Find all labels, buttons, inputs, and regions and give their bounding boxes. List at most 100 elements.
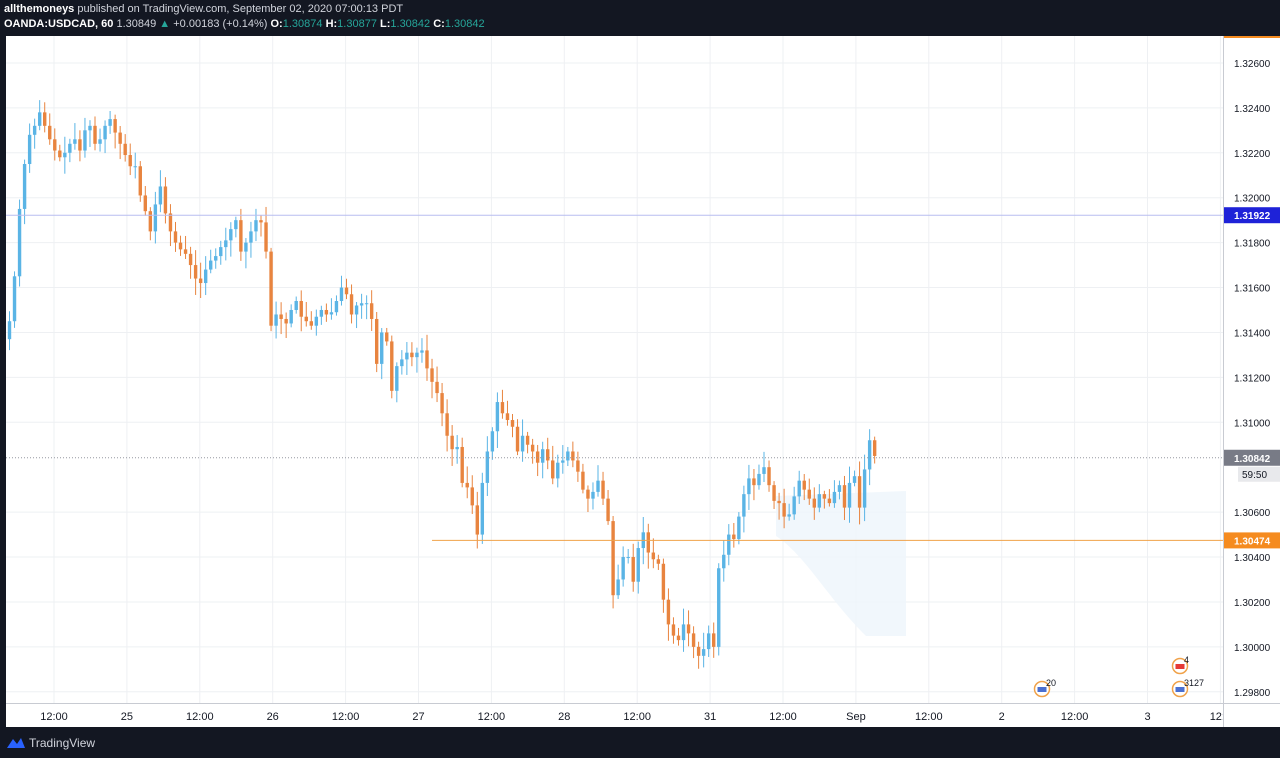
candle-body: [48, 125, 52, 140]
candle-body: [616, 579, 620, 596]
candle-body: [7, 321, 12, 340]
time-tick-label: 12:00: [186, 711, 214, 723]
candle-body: [847, 482, 852, 508]
candle-body: [510, 420, 515, 427]
candle-body: [88, 125, 92, 131]
price-tick-label: 1.32600: [1234, 59, 1271, 70]
price-tick-label: 1.31000: [1234, 418, 1271, 429]
candle-body: [53, 139, 57, 151]
countdown-badge: [1238, 466, 1280, 482]
candle-body: [691, 633, 696, 647]
price-tick-label: 1.31600: [1234, 284, 1271, 295]
candle-body: [636, 548, 640, 582]
candle-body: [817, 494, 822, 508]
candle-body: [727, 534, 731, 555]
candle-body: [777, 500, 781, 504]
time-axis-svg: 12:00 25 12:00 26 12:00 27 12:00 28 12:00 31 12:00…: [40, 711, 1231, 723]
candle-body: [576, 460, 580, 472]
candle-body: [32, 125, 37, 135]
candle-body: [857, 476, 862, 508]
candle-body: [495, 402, 500, 432]
price-tick-label: 1.32200: [1234, 149, 1271, 160]
candle-body: [264, 222, 268, 252]
candle-body: [224, 240, 228, 248]
candle-body: [470, 487, 474, 506]
time-tick-label: 12:00: [478, 711, 506, 723]
time-tick-label: 12:00: [915, 711, 943, 723]
candle-body: [369, 303, 374, 319]
candle-body: [737, 516, 741, 540]
event-count-label: 3127: [1184, 678, 1204, 688]
close-value: 1.30842: [444, 18, 485, 30]
candle-body: [862, 469, 867, 508]
candle-body: [27, 134, 32, 165]
candle-body: [138, 166, 142, 196]
candle-body: [234, 220, 238, 230]
candle-body: [22, 164, 27, 209]
price-axis-svg: 1.32600 1.32400 1.32200 1.32000 1.31800 1.316…: [1224, 36, 1280, 699]
publish-header: allthemoneys published on TradingView.co…: [0, 0, 1280, 36]
candle-body: [58, 150, 62, 158]
candle-body: [872, 440, 877, 456]
price-tick-label: 1.30200: [1234, 598, 1271, 609]
us-flag-stripe: [1037, 687, 1047, 692]
candle-body: [344, 287, 349, 295]
price-tick-label: 1.30600: [1234, 508, 1271, 519]
countdown-label: 59:50: [1242, 470, 1267, 481]
candle-body: [430, 368, 434, 382]
candle-body: [380, 332, 384, 364]
chart-pane[interactable]: 20 4 3127: [6, 36, 1223, 703]
candle-body: [792, 496, 796, 515]
candle-body: [168, 213, 173, 232]
price-tick-label: 1.29800: [1234, 688, 1271, 699]
tradingview-brand[interactable]: TradingView: [29, 736, 96, 750]
time-tick-label: Sep: [846, 711, 866, 723]
author-name[interactable]: allthemoneys: [4, 3, 75, 15]
time-tick-label: 12:00: [40, 711, 68, 723]
candle-body: [676, 635, 681, 641]
tradingview-logo-icon[interactable]: [6, 736, 26, 752]
candle-body: [551, 460, 555, 479]
candle-body: [128, 155, 132, 167]
candle-body: [460, 446, 464, 483]
candle-body: [254, 220, 258, 232]
time-tick-label: 12:00: [769, 711, 797, 723]
candle-body: [274, 314, 278, 326]
price-tick-label: 1.31200: [1234, 373, 1271, 384]
candle-body: [123, 143, 127, 156]
candle-body: [490, 431, 495, 452]
candle-body: [722, 554, 726, 569]
candle-body: [83, 130, 87, 151]
time-tick-label: 27: [412, 711, 424, 723]
time-tick-label: 12:00: [332, 711, 360, 723]
last-price-badge: [1224, 449, 1280, 466]
candle-body: [183, 249, 188, 254]
candle-body: [118, 132, 122, 144]
candle-body: [163, 186, 168, 214]
candle-body: [712, 633, 716, 647]
candle-body: [626, 557, 630, 559]
time-tick-label: 31: [704, 711, 716, 723]
candle-body: [244, 242, 248, 252]
candle-body: [435, 381, 439, 394]
candle-body: [440, 393, 444, 414]
candle-body: [606, 498, 610, 522]
candle-body: [656, 559, 661, 564]
candle-body: [178, 242, 183, 250]
candle-body: [717, 568, 721, 647]
low-label: L:: [380, 18, 391, 30]
candle-body: [530, 444, 535, 452]
publish-line: allthemoneys published on TradingView.co…: [4, 3, 403, 15]
candle-body: [133, 166, 137, 168]
candle-body: [556, 462, 560, 479]
low-value: 1.30842: [390, 18, 431, 30]
candle-body: [334, 301, 339, 313]
candle-body: [289, 309, 293, 324]
candlestick-chart[interactable]: 20 4 3127: [6, 36, 1223, 703]
candle-body: [540, 449, 545, 463]
price-axis[interactable]: 1.32600 1.32400 1.32200 1.32000 1.31800 1.316…: [1223, 36, 1280, 703]
time-axis[interactable]: 12:00 25 12:00 26 12:00 27 12:00 28 12:00 31 12:00…: [6, 703, 1231, 727]
candle-body: [586, 489, 590, 499]
candle-body: [148, 211, 153, 232]
candle-body: [706, 633, 711, 650]
